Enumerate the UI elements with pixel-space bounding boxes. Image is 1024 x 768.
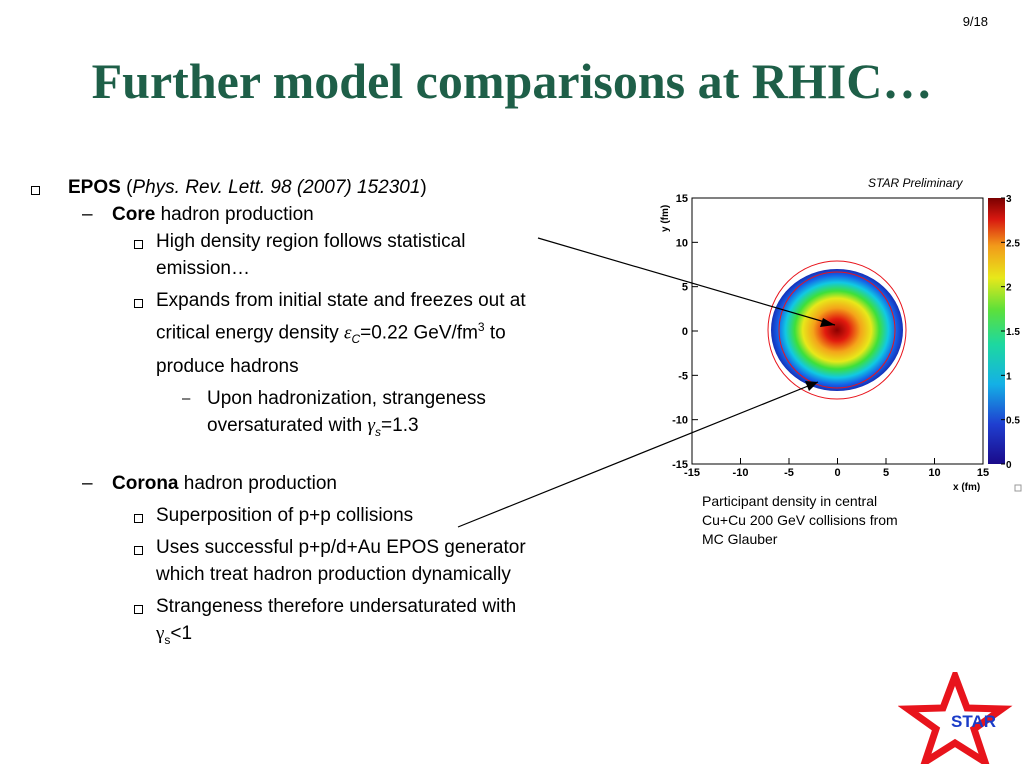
- x-tick-label: 0: [834, 467, 840, 479]
- color-scale-bar: [988, 198, 1005, 464]
- bullet-core-item-2: Expands from initial state and freezes o…: [28, 287, 648, 380]
- star-outline-icon: [898, 672, 1013, 764]
- core-item-2-line-3: produce hadrons: [156, 356, 299, 378]
- figure-caption: Participant density in central Cu+Cu 200…: [702, 492, 962, 549]
- core-arrow: [537, 237, 836, 326]
- y-tick-label: -15: [672, 459, 688, 471]
- epos-label: EPOS: [68, 177, 121, 198]
- corner-marker: [1014, 484, 1022, 492]
- reference-circle-outer: [767, 260, 907, 400]
- z-tick-label: 1: [1006, 371, 1012, 382]
- gamma-subscript: s: [375, 424, 382, 439]
- fm-superscript: 3: [477, 320, 485, 334]
- corona-item-2-line-2: which treat hadron production dynamicall…: [156, 563, 511, 585]
- epsilon-subscript: C: [351, 332, 361, 347]
- core-label: Core: [112, 204, 156, 225]
- bullet-core-item-1: High density region follows statistical …: [28, 228, 648, 282]
- bullet-epos: EPOS (Phys. Rev. Lett. 98 (2007) 152301): [28, 174, 648, 201]
- dash-bullet-icon: –: [82, 472, 93, 494]
- corona-text: hadron production: [178, 472, 337, 494]
- x-tick-label: 5: [883, 467, 889, 479]
- bullet-corona-item-2: Uses successful p+p/d+Au EPOS generator …: [28, 534, 648, 588]
- dash-bullet-icon: –: [82, 204, 93, 225]
- y-tick-label: 5: [682, 282, 688, 294]
- corona-item-2-line-1: Uses successful p+p/d+Au EPOS generator: [156, 536, 526, 558]
- hadronization-line-2b: =1.3: [381, 415, 419, 437]
- corona-item-3-rest: <1: [170, 622, 193, 644]
- x-tick-label: -15: [684, 467, 700, 479]
- paren-close: ): [420, 177, 427, 198]
- bullet-corona-item-1: Superposition of p+p collisions: [28, 502, 648, 529]
- core-arrow-head: [820, 318, 835, 327]
- epsilon-symbol: ε: [343, 322, 352, 344]
- x-tick-label: -10: [733, 467, 749, 479]
- square-bullet-icon: [134, 299, 143, 308]
- corona-arrow-head: [805, 381, 818, 391]
- x-axis-label: x (fm): [953, 482, 980, 493]
- square-bullet-icon: [134, 513, 143, 523]
- core-item-2-line-2b: =0.22 GeV/fm: [360, 322, 478, 344]
- z-tick-label: 3: [1006, 194, 1012, 205]
- paren-open: (: [120, 177, 133, 198]
- dash-bullet-icon: –: [182, 390, 191, 408]
- z-tick-label: 0: [1006, 460, 1012, 471]
- x-axis-ticks: -15 -10 -5 0 5 10 15: [684, 458, 989, 479]
- core-item-1-line-1: High density region follows statistical: [156, 231, 466, 252]
- core-text: hadron production: [155, 204, 314, 225]
- caption-line-1: Participant density in central: [702, 493, 878, 509]
- color-scale-ticks: 3 2.5 2 1.5 1 0.5 0: [1001, 194, 1020, 471]
- x-tick-label: -5: [784, 467, 794, 479]
- hadronization-line-2a: oversaturated with: [207, 415, 368, 437]
- corona-arrow: [457, 381, 819, 528]
- y-tick-label: 10: [676, 237, 688, 249]
- hadronization-line-1: Upon hadronization, strangeness: [207, 388, 486, 410]
- x-tick-label: 15: [977, 467, 989, 479]
- core-item-2-line-1: Expands from initial state and freezes o…: [156, 290, 526, 311]
- y-tick-label: 15: [676, 193, 688, 205]
- y-tick-label: -10: [672, 415, 688, 427]
- core-item-2-line-2a: critical energy density: [156, 322, 344, 344]
- star-logo-text: STAR: [951, 712, 997, 731]
- corona-item-1: Superposition of p+p collisions: [156, 504, 414, 526]
- star-logo: [898, 672, 1013, 764]
- bullet-corona-item-3: Strangeness therefore undersaturated wit…: [28, 593, 648, 654]
- chart-label: STAR Preliminary: [868, 176, 963, 190]
- density-blob: [771, 269, 903, 391]
- slide-title: Further model comparisons at RHIC…: [91, 53, 933, 109]
- gamma-subscript: s: [164, 632, 171, 647]
- reference-circle-inner: [778, 271, 896, 389]
- square-bullet-icon: [31, 186, 40, 195]
- bullet-core: – Core hadron production: [28, 201, 648, 228]
- page-number: 9/18: [962, 14, 988, 29]
- z-tick-label: 1.5: [1006, 327, 1020, 338]
- y-axis-ticks: 15 10 5 0 -5 -10 -15: [672, 193, 698, 471]
- caption-line-2: Cu+Cu 200 GeV collisions from: [702, 512, 898, 528]
- caption-line-3: MC Glauber: [702, 531, 778, 547]
- y-axis-label: y (fm): [660, 205, 671, 232]
- x-tick-label: 10: [928, 467, 940, 479]
- core-item-2-line-2c: to: [484, 322, 506, 344]
- bullet-corona: – Corona hadron production: [28, 470, 648, 497]
- z-tick-label: 2.5: [1006, 238, 1020, 249]
- bullet-list: EPOS (Phys. Rev. Lett. 98 (2007) 152301)…: [28, 174, 648, 654]
- epos-reference: Phys. Rev. Lett. 98 (2007) 152301: [132, 177, 421, 198]
- y-tick-label: -5: [678, 370, 688, 382]
- z-tick-label: 0.5: [1006, 416, 1020, 427]
- z-tick-label: 2: [1006, 283, 1012, 294]
- corona-label: Corona: [112, 472, 179, 494]
- core-item-1-line-2: emission…: [156, 258, 250, 279]
- bullet-hadronization: – Upon hadronization, strangeness oversa…: [28, 385, 648, 446]
- square-bullet-icon: [134, 240, 143, 249]
- gamma-symbol: γ: [156, 622, 165, 644]
- square-bullet-icon: [134, 545, 143, 555]
- corona-item-3-line-1: Strangeness therefore undersaturated wit…: [156, 595, 517, 617]
- y-tick-label: 0: [682, 326, 688, 338]
- gamma-symbol: γ: [367, 415, 376, 437]
- square-bullet-icon: [134, 604, 143, 614]
